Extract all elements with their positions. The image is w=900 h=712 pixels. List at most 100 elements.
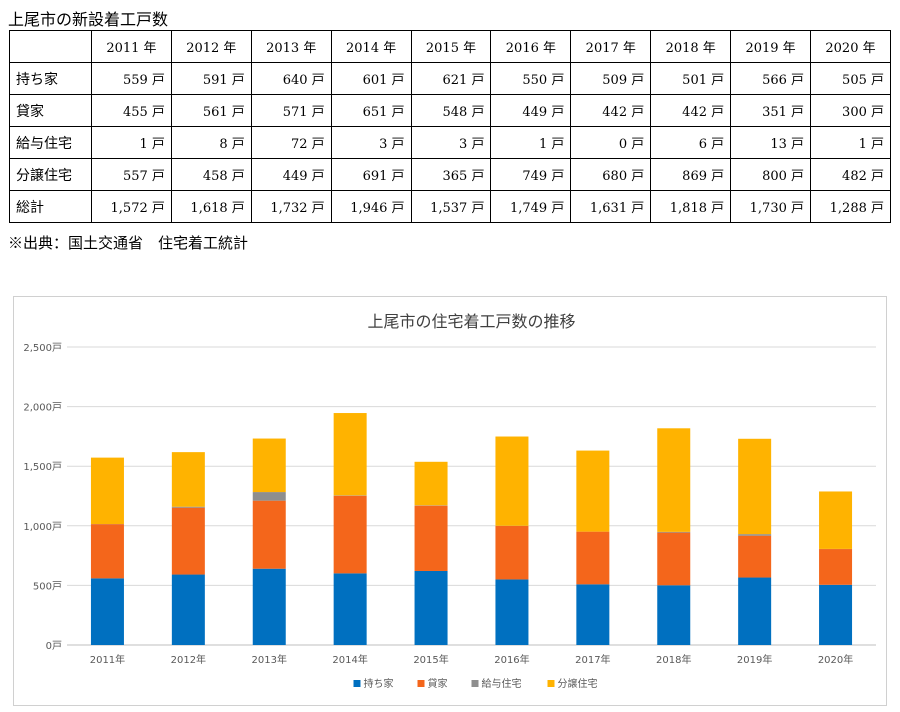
bar-segment: [576, 450, 610, 532]
bar-segment: [171, 574, 205, 645]
chart-frame: 上尾市の住宅着工戸数の推移 0戸 500戸 1,000戸 1,500戸 2,000戸 2,5…: [13, 296, 887, 706]
bar-segment: [738, 577, 772, 645]
table-cell: 442 戸: [570, 94, 652, 127]
header-year: 2016 年: [490, 30, 572, 63]
table-cell: 559 戸: [91, 62, 172, 95]
table-cell: 509 戸: [570, 62, 652, 95]
table-cell: 1,730 戸: [730, 190, 812, 223]
table-cell: 300 戸: [810, 94, 891, 127]
bar-segment: [90, 578, 124, 645]
y-tick-label: 2,500戸: [23, 342, 62, 354]
x-tick-label: 2016年: [494, 653, 529, 666]
table-cell: 621 戸: [410, 62, 492, 95]
header-year: 2017 年: [570, 30, 652, 63]
bar-segment: [171, 507, 205, 575]
legend-swatch: [471, 680, 479, 687]
y-tick-label: 0戸: [46, 640, 62, 652]
bar-segment: [495, 525, 529, 580]
table-cell: 800 戸: [730, 158, 812, 191]
row-label: 給与住宅: [9, 126, 92, 159]
table-cell: 1,288 戸: [810, 190, 891, 223]
table-row: 持ち家 559 戸 591 戸 640 戸 601 戸 621 戸 550 戸 509 戸 50…: [9, 62, 891, 95]
table-cell: 442 戸: [650, 94, 732, 127]
bar-segment: [657, 428, 691, 532]
table-cell: 351 戸: [730, 94, 812, 127]
table-cell: 13 戸: [730, 126, 812, 159]
table-cell: 1,631 戸: [570, 190, 652, 223]
x-tick-label: 2011年: [90, 653, 125, 666]
row-label: 分譲住宅: [9, 158, 92, 191]
table-cell: 3 戸: [410, 126, 492, 159]
bar-segment: [738, 535, 772, 578]
bar-segment: [576, 584, 610, 645]
bar-segment: [495, 579, 529, 645]
row-label: 総計: [9, 190, 92, 223]
table-cell: 449 戸: [490, 94, 572, 127]
table-cell: 1 戸: [810, 126, 891, 159]
bar-segment: [333, 413, 367, 496]
source-note: ※出典：国土交通省 住宅着工統計: [8, 234, 249, 252]
table-cell: 691 戸: [330, 158, 412, 191]
table-cell: 1,818 戸: [650, 190, 732, 223]
table-cell: 458 戸: [170, 158, 252, 191]
x-tick-label: 2020年: [818, 653, 853, 666]
header-corner: [9, 30, 92, 63]
table-cell: 0 戸: [570, 126, 652, 159]
legend-swatch: [417, 680, 425, 687]
bar-segment: [657, 532, 691, 586]
table-cell: 365 戸: [410, 158, 492, 191]
y-tick-label: 500戸: [33, 580, 62, 592]
table-cell: 680 戸: [570, 158, 652, 191]
bar-segment: [738, 438, 772, 535]
header-year: 2018 年: [650, 30, 732, 63]
row-label: 持ち家: [9, 62, 92, 95]
table-cell: 1,946 戸: [330, 190, 412, 223]
bar-segment: [90, 457, 124, 525]
bar-segment: [90, 524, 124, 579]
header-year: 2014 年: [330, 30, 412, 63]
table-row: 貸家 455 戸 561 戸 571 戸 651 戸 548 戸 449 戸 442 戸 442…: [9, 94, 891, 127]
table-cell: 8 戸: [170, 126, 252, 159]
y-tick-label: 1,000戸: [23, 521, 62, 533]
table-header-row: 2011 年 2012 年 2013 年 2014 年 2015 年 2016 …: [9, 30, 891, 63]
x-tick-label: 2015年: [413, 653, 448, 666]
table-row: 総計 1,572 戸 1,618 戸 1,732 戸 1,946 戸 1,537 戸 1,7…: [9, 190, 891, 223]
table-cell: 566 戸: [730, 62, 812, 95]
table-cell: 651 戸: [330, 94, 412, 127]
bar-segment: [819, 549, 853, 585]
bar-segment: [333, 573, 367, 645]
x-tick-label: 2017年: [575, 653, 610, 666]
table-cell: 550 戸: [490, 62, 572, 95]
table-cell: 1,572 戸: [91, 190, 172, 223]
table-cell: 557 戸: [91, 158, 172, 191]
table-cell: 640 戸: [250, 62, 332, 95]
table-title: 上尾市の新設着工戸数: [8, 10, 169, 29]
x-tick-label: 2018年: [656, 653, 691, 666]
bar-segment: [171, 452, 205, 507]
bar-segment: [738, 534, 772, 536]
header-year: 2013 年: [250, 30, 332, 63]
table-cell: 1,618 戸: [170, 190, 252, 223]
legend-label: 貸家: [428, 677, 448, 690]
table-cell: 3 戸: [330, 126, 412, 159]
bar-segment: [657, 585, 691, 645]
table-cell: 482 戸: [810, 158, 891, 191]
row-label: 貸家: [9, 94, 92, 127]
table-cell: 449 戸: [250, 158, 332, 191]
bar-segment: [576, 531, 610, 585]
table-cell: 1 戸: [91, 126, 172, 159]
header-year: 2019 年: [730, 30, 812, 63]
legend-swatch: [353, 680, 361, 687]
table-cell: 561 戸: [170, 94, 252, 127]
table-cell: 571 戸: [250, 94, 332, 127]
bar-segment: [252, 492, 286, 501]
header-year: 2020 年: [810, 30, 891, 63]
y-tick-label: 2,000戸: [23, 402, 62, 414]
x-tick-label: 2019年: [737, 653, 772, 666]
table-cell: 1,537 戸: [410, 190, 492, 223]
stacked-bar-chart: 上尾市の住宅着工戸数の推移 0戸 500戸 1,000戸 1,500戸 2,000戸 2,5…: [23, 312, 876, 690]
table-cell: 455 戸: [91, 94, 172, 127]
legend-label: 持ち家: [364, 677, 394, 690]
